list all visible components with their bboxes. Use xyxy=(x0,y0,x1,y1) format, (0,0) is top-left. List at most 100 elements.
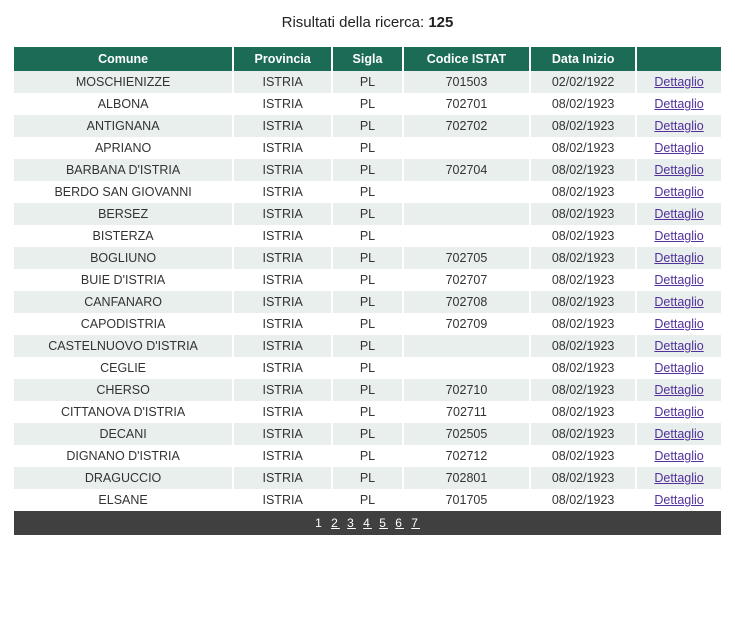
cell-sigla: PL xyxy=(332,225,403,247)
cell-istat xyxy=(403,357,530,379)
cell-comune: BERSEZ xyxy=(14,203,233,225)
cell-action: Dettaglio xyxy=(636,489,721,511)
cell-action: Dettaglio xyxy=(636,181,721,203)
table-row: APRIANOISTRIAPL08/02/1923Dettaglio xyxy=(14,137,721,159)
cell-istat: 701705 xyxy=(403,489,530,511)
cell-data: 02/02/1922 xyxy=(530,71,636,93)
detail-link[interactable]: Dettaglio xyxy=(654,317,703,331)
detail-link[interactable]: Dettaglio xyxy=(654,427,703,441)
cell-provincia: ISTRIA xyxy=(233,247,332,269)
cell-sigla: PL xyxy=(332,93,403,115)
cell-data: 08/02/1923 xyxy=(530,291,636,313)
cell-data: 08/02/1923 xyxy=(530,137,636,159)
cell-comune: CASTELNUOVO D'ISTRIA xyxy=(14,335,233,357)
cell-provincia: ISTRIA xyxy=(233,93,332,115)
cell-data: 08/02/1923 xyxy=(530,159,636,181)
cell-provincia: ISTRIA xyxy=(233,159,332,181)
table-row: BISTERZAISTRIAPL08/02/1923Dettaglio xyxy=(14,225,721,247)
detail-link[interactable]: Dettaglio xyxy=(654,97,703,111)
cell-sigla: PL xyxy=(332,203,403,225)
page-link[interactable]: 3 xyxy=(347,516,356,530)
page-link[interactable]: 4 xyxy=(363,516,372,530)
cell-data: 08/02/1923 xyxy=(530,335,636,357)
detail-link[interactable]: Dettaglio xyxy=(654,339,703,353)
table-row: BERDO SAN GIOVANNIISTRIAPL08/02/1923Dett… xyxy=(14,181,721,203)
cell-istat xyxy=(403,181,530,203)
table-row: MOSCHIENIZZEISTRIAPL70150302/02/1922Dett… xyxy=(14,71,721,93)
page-link[interactable]: 7 xyxy=(411,516,420,530)
table-row: CEGLIEISTRIAPL08/02/1923Dettaglio xyxy=(14,357,721,379)
cell-action: Dettaglio xyxy=(636,247,721,269)
results-count: 125 xyxy=(428,14,453,31)
cell-comune: BOGLIUNO xyxy=(14,247,233,269)
detail-link[interactable]: Dettaglio xyxy=(654,119,703,133)
page-link[interactable]: 2 xyxy=(331,516,340,530)
detail-link[interactable]: Dettaglio xyxy=(654,207,703,221)
cell-comune: BARBANA D'ISTRIA xyxy=(14,159,233,181)
cell-comune: DIGNANO D'ISTRIA xyxy=(14,445,233,467)
cell-provincia: ISTRIA xyxy=(233,203,332,225)
table-row: ELSANEISTRIAPL70170508/02/1923Dettaglio xyxy=(14,489,721,511)
col-action xyxy=(636,47,721,71)
table-row: CHERSOISTRIAPL70271008/02/1923Dettaglio xyxy=(14,379,721,401)
table-row: ALBONAISTRIAPL70270108/02/1923Dettaglio xyxy=(14,93,721,115)
detail-link[interactable]: Dettaglio xyxy=(654,75,703,89)
page-link[interactable]: 6 xyxy=(395,516,404,530)
detail-link[interactable]: Dettaglio xyxy=(654,185,703,199)
cell-comune: DRAGUCCIO xyxy=(14,467,233,489)
cell-action: Dettaglio xyxy=(636,357,721,379)
cell-provincia: ISTRIA xyxy=(233,467,332,489)
table-row: BARBANA D'ISTRIAISTRIAPL70270408/02/1923… xyxy=(14,159,721,181)
table-row: CITTANOVA D'ISTRIAISTRIAPL70271108/02/19… xyxy=(14,401,721,423)
cell-data: 08/02/1923 xyxy=(530,489,636,511)
cell-action: Dettaglio xyxy=(636,423,721,445)
cell-sigla: PL xyxy=(332,357,403,379)
cell-istat: 702702 xyxy=(403,115,530,137)
cell-sigla: PL xyxy=(332,137,403,159)
detail-link[interactable]: Dettaglio xyxy=(654,295,703,309)
page-link[interactable]: 5 xyxy=(379,516,388,530)
cell-sigla: PL xyxy=(332,445,403,467)
cell-sigla: PL xyxy=(332,269,403,291)
detail-link[interactable]: Dettaglio xyxy=(654,361,703,375)
table-row: BUIE D'ISTRIAISTRIAPL70270708/02/1923Det… xyxy=(14,269,721,291)
results-title: Risultati della ricerca: 125 xyxy=(14,14,721,31)
cell-comune: CHERSO xyxy=(14,379,233,401)
results-label: Risultati della ricerca: xyxy=(282,14,425,31)
detail-link[interactable]: Dettaglio xyxy=(654,141,703,155)
detail-link[interactable]: Dettaglio xyxy=(654,405,703,419)
detail-link[interactable]: Dettaglio xyxy=(654,449,703,463)
detail-link[interactable]: Dettaglio xyxy=(654,251,703,265)
table-row: BOGLIUNOISTRIAPL70270508/02/1923Dettagli… xyxy=(14,247,721,269)
detail-link[interactable]: Dettaglio xyxy=(654,273,703,287)
detail-link[interactable]: Dettaglio xyxy=(654,383,703,397)
cell-provincia: ISTRIA xyxy=(233,181,332,203)
cell-istat: 702704 xyxy=(403,159,530,181)
cell-action: Dettaglio xyxy=(636,467,721,489)
detail-link[interactable]: Dettaglio xyxy=(654,493,703,507)
cell-provincia: ISTRIA xyxy=(233,313,332,335)
cell-sigla: PL xyxy=(332,181,403,203)
cell-provincia: ISTRIA xyxy=(233,445,332,467)
detail-link[interactable]: Dettaglio xyxy=(654,229,703,243)
cell-comune: DECANI xyxy=(14,423,233,445)
page-link[interactable]: 1 xyxy=(315,516,324,530)
detail-link[interactable]: Dettaglio xyxy=(654,471,703,485)
cell-istat xyxy=(403,137,530,159)
cell-comune: ANTIGNANA xyxy=(14,115,233,137)
cell-sigla: PL xyxy=(332,335,403,357)
col-comune: Comune xyxy=(14,47,233,71)
cell-data: 08/02/1923 xyxy=(530,181,636,203)
cell-istat xyxy=(403,203,530,225)
cell-sigla: PL xyxy=(332,401,403,423)
cell-provincia: ISTRIA xyxy=(233,357,332,379)
table-row: DECANIISTRIAPL70250508/02/1923Dettaglio xyxy=(14,423,721,445)
cell-comune: CEGLIE xyxy=(14,357,233,379)
table-row: DIGNANO D'ISTRIAISTRIAPL70271208/02/1923… xyxy=(14,445,721,467)
cell-istat: 701503 xyxy=(403,71,530,93)
cell-comune: APRIANO xyxy=(14,137,233,159)
cell-action: Dettaglio xyxy=(636,71,721,93)
results-table: Comune Provincia Sigla Codice ISTAT Data… xyxy=(14,47,721,535)
cell-data: 08/02/1923 xyxy=(530,269,636,291)
detail-link[interactable]: Dettaglio xyxy=(654,163,703,177)
